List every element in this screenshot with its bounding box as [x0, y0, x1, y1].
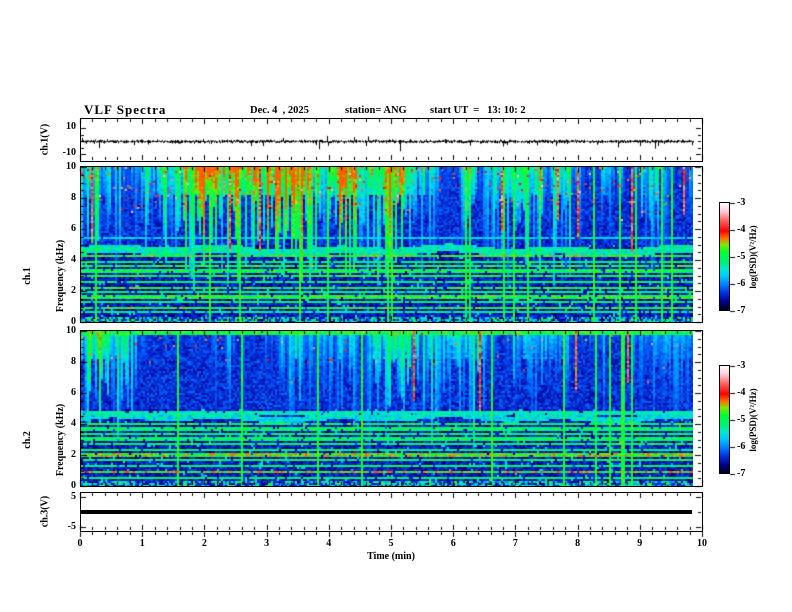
x-tick-label: 9 — [637, 538, 643, 549]
colorbar1-tick-label: -6 — [737, 277, 746, 289]
date-label: Dec. 4 , 2025 — [250, 105, 309, 116]
x-tick-label: 7 — [512, 538, 518, 549]
x-tick-label: 5 — [388, 538, 394, 549]
ch1-wave-ymax-label: 10 — [66, 121, 76, 132]
colorbar2-tick-label: -7 — [737, 467, 746, 479]
x-tick-label: 1 — [139, 538, 145, 549]
ch1-spectrogram-image — [81, 167, 693, 322]
ch3-wave-ymax-label: 5 — [71, 491, 76, 502]
x-tick-label: 3 — [264, 538, 270, 549]
ch1-waveform-trace — [81, 119, 702, 161]
ch3-flat-line — [81, 510, 692, 514]
ch2-spec-ylabel-axis: Frequency (kHz) — [55, 403, 66, 477]
x-tick-label: 2 — [201, 538, 207, 549]
colorbar2-tick-label: -5 — [737, 413, 746, 425]
ch1-wave-ylabel: ch.1(V) — [39, 123, 51, 156]
ch1-spec-ylabel-channel: ch.1 — [22, 267, 33, 285]
spec2-y-tick-label: 8 — [71, 356, 76, 367]
spec1-y-tick-label: 10 — [66, 161, 76, 172]
ch3-wave-ymin-label: -5 — [67, 521, 76, 532]
figure-title: VLF Spectra — [84, 102, 167, 117]
colorbar2-tick-label: -6 — [737, 440, 746, 452]
ch1-spec-ylabel: ch.1 Frequency (kHz) — [0, 221, 88, 331]
colorbar2-tick-label: -4 — [737, 386, 746, 398]
x-tick-label: 8 — [575, 538, 581, 549]
colorbar1-tick-label: -5 — [737, 250, 746, 262]
x-tick-label: 10 — [697, 538, 707, 549]
x-tick-label: 0 — [77, 538, 83, 549]
station-label: station= ANG — [345, 105, 407, 116]
ch2-spec-ylabel-channel: ch.2 — [22, 431, 33, 449]
colorbar-ch2 — [719, 365, 730, 474]
ch1-spec-ylabel-axis: Frequency (kHz) — [55, 239, 66, 313]
x-tick-label: 4 — [326, 538, 332, 549]
colorbar2-tick-label: -3 — [737, 359, 746, 371]
colorbar1-tick-label: -3 — [737, 196, 746, 208]
colorbar1-tick-label: -7 — [737, 304, 746, 316]
start-ut-label: start UT = 13: 10: 2 — [430, 105, 526, 116]
ch1-waveform-panel — [80, 118, 703, 162]
ch1-spectrogram-panel — [80, 166, 703, 323]
colorbar-ch1-label: log(PSD)(V²/Hz) — [748, 225, 758, 289]
ch3-waveform-panel — [80, 492, 703, 532]
ch2-spectrogram-panel — [80, 330, 703, 487]
x-tick-label: 6 — [450, 538, 456, 549]
ch3-wave-ylabel: ch.3(V) — [39, 495, 51, 528]
spec1-y-tick-label: 8 — [71, 192, 76, 203]
colorbar-ch1 — [719, 202, 730, 311]
ch2-spectrogram-image — [81, 331, 693, 486]
x-axis-title: Time (min) — [367, 551, 415, 562]
ch1-wave-ymin-label: -10 — [62, 147, 76, 158]
colorbar1-tick-label: -4 — [737, 223, 746, 235]
ch2-spec-ylabel: ch.2 Frequency (kHz) — [0, 385, 88, 495]
colorbar-ch2-label: log(PSD)(V²/Hz) — [748, 388, 758, 452]
